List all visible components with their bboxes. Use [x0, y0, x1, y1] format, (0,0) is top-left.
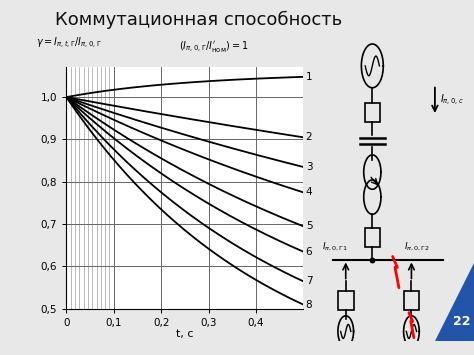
Bar: [338, 291, 354, 310]
Text: 22: 22: [453, 315, 470, 328]
Text: 8: 8: [306, 300, 312, 310]
Text: 1: 1: [306, 72, 312, 82]
Text: 5: 5: [306, 221, 312, 231]
X-axis label: t, c: t, c: [176, 329, 193, 339]
Bar: [365, 228, 380, 247]
Text: $I_{\pi,0,\Gamma1}$: $I_{\pi,0,\Gamma1}$: [322, 241, 348, 253]
Bar: [365, 103, 380, 122]
Text: Коммутационная способность: Коммутационная способность: [55, 11, 343, 29]
Bar: [403, 291, 419, 310]
Polygon shape: [435, 263, 474, 341]
Text: 3: 3: [306, 162, 312, 172]
Text: $I_{\pi,0,c}$: $I_{\pi,0,c}$: [439, 93, 464, 108]
Text: 4: 4: [306, 187, 312, 197]
Text: 7: 7: [306, 276, 312, 286]
Text: 6: 6: [306, 247, 312, 257]
Text: 2: 2: [306, 132, 312, 142]
Text: $(I_{\pi,0,\Gamma}/I^{\prime}_{\rm{ном}})=1$: $(I_{\pi,0,\Gamma}/I^{\prime}_{\rm{ном}}…: [179, 39, 248, 54]
Text: $\gamma =I_{\pi,t,\Gamma}/I_{\pi,0,\Gamma}$: $\gamma =I_{\pi,t,\Gamma}/I_{\pi,0,\Gamm…: [36, 36, 101, 51]
Text: $I_{\pi,0,\Gamma2}$: $I_{\pi,0,\Gamma2}$: [403, 241, 429, 253]
